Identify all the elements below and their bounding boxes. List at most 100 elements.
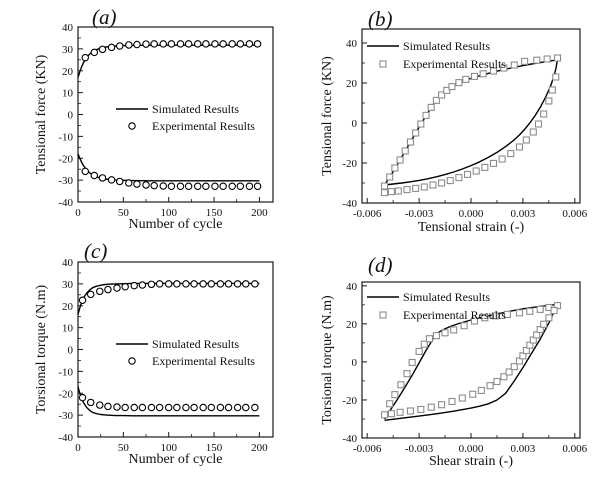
legend: Simulated Results Experimental Results xyxy=(116,337,255,368)
experimental-point-circle-marker xyxy=(236,40,245,48)
experimental-point-square-marker xyxy=(406,407,414,415)
experimental-point-square-marker xyxy=(507,150,515,158)
y-tick-label: 40 xyxy=(62,22,74,34)
y-tick-label: -10 xyxy=(58,131,73,143)
experimental-point-square-marker xyxy=(387,188,395,196)
experimental-point-circle-marker xyxy=(167,40,176,48)
experimental-point-circle-marker xyxy=(107,176,116,184)
experimental-point-circle-marker xyxy=(211,40,219,48)
panel-title: (b) xyxy=(368,7,393,31)
experimental-point-circle-marker xyxy=(130,281,138,290)
legend-label: Simulated Results xyxy=(403,290,490,304)
x-tick-label: 150 xyxy=(206,207,223,219)
experimental-point-square-marker xyxy=(427,103,435,111)
experimental-point-circle-marker xyxy=(164,403,173,412)
panel-b: -0.006 -0.003 0.000 0.003 0.006 -40 -20 0 20 40 (b… xyxy=(320,7,588,235)
experimental-point-square-marker xyxy=(379,311,387,319)
experimental-point-square-marker xyxy=(412,129,420,137)
experimental-point-circle-marker xyxy=(78,296,87,305)
experimental-point-circle-marker xyxy=(90,171,99,180)
experimental-point-square-marker xyxy=(515,143,523,151)
experimental-point-circle-marker xyxy=(182,403,190,412)
y-tick-label: -20 xyxy=(342,395,357,407)
experimental-point-square-marker xyxy=(379,60,387,68)
legend-label: Simulated Results xyxy=(152,102,239,116)
experimental-point-circle-marker xyxy=(155,280,164,288)
experimental-point-square-marker xyxy=(489,159,498,167)
legend-label: Experimental Results xyxy=(152,119,255,133)
experimental-point-circle-marker xyxy=(216,280,225,288)
panel-title: (d) xyxy=(368,253,393,277)
y-tick-label: -40 xyxy=(58,197,73,209)
experimental-point-square-marker xyxy=(448,83,456,91)
y-tick-label: -20 xyxy=(58,388,73,400)
experimental-point-square-marker xyxy=(460,322,468,330)
legend-label: Experimental Results xyxy=(403,57,506,71)
legend: Simulated Results Experimental Results xyxy=(116,102,255,133)
experimental-point-square-marker xyxy=(397,381,405,389)
experimental-point-circle-marker xyxy=(81,53,90,62)
simulated-line xyxy=(77,386,260,417)
experimental-point-square-marker xyxy=(386,173,394,181)
experimental-point-circle-marker xyxy=(159,40,168,48)
experimental-point-circle-marker xyxy=(138,403,147,412)
experimental-point-square-marker xyxy=(536,305,544,313)
experimental-point-square-marker xyxy=(403,370,411,378)
experimental-point-square-marker xyxy=(406,138,414,146)
x-axis-label: Number of cycle xyxy=(128,452,222,467)
experimental-point-square-marker xyxy=(470,317,479,325)
experimental-point-square-marker xyxy=(472,167,480,175)
experimental-point-circle-marker xyxy=(150,40,158,48)
y-tick-label: -30 xyxy=(58,410,73,422)
panel-title: (c) xyxy=(84,239,107,263)
y-tick-label: 20 xyxy=(62,301,74,313)
experimental-point-square-marker xyxy=(500,373,508,381)
x-tick-label: -0.006 xyxy=(353,208,382,220)
x-tick-label: -0.003 xyxy=(405,443,434,455)
x-tick-label: 100 xyxy=(160,207,177,219)
experimental-point-square-marker xyxy=(429,181,437,189)
experimental-point-square-marker xyxy=(510,61,518,69)
experimental-point-circle-marker xyxy=(86,398,95,407)
experimental-point-square-marker xyxy=(455,79,463,87)
y-tick-label: 10 xyxy=(62,323,74,335)
panel-c: 0 50 100 150 200 -40 -30 -20 -10 0 10 20 30 40 (c) Numb… xyxy=(34,239,274,467)
experimental-point-circle-marker xyxy=(202,40,210,48)
experimental-point-circle-marker xyxy=(199,403,207,412)
y-axis-label: Torsional torque (N.m) xyxy=(34,285,49,415)
experimental-point-circle-marker xyxy=(199,280,207,288)
experimental-point-square-marker xyxy=(380,411,389,419)
experimental-point-circle-marker xyxy=(228,182,236,191)
x-tick-label: 0.003 xyxy=(511,443,536,455)
experimental-point-square-marker xyxy=(498,155,506,163)
x-axis-label: Shear strain (-) xyxy=(429,454,513,469)
y-tick-label: 30 xyxy=(62,44,74,56)
y-tick-label: -40 xyxy=(342,198,357,210)
experimental-point-circle-marker xyxy=(233,280,242,288)
experimental-point-circle-marker xyxy=(245,40,254,48)
experimental-point-circle-marker xyxy=(211,182,219,191)
experimental-point-circle-marker xyxy=(104,285,112,294)
panel-d: -0.006 -0.003 0.000 0.003 0.006 -40 -20 0 20 40 (d… xyxy=(320,253,588,469)
experimental-point-square-marker xyxy=(422,111,430,119)
experimental-point-circle-marker xyxy=(147,280,156,289)
experimental-point-circle-marker xyxy=(245,182,254,191)
x-tick-label: 0 xyxy=(75,442,81,454)
x-axis-label: Number of cycle xyxy=(128,217,222,232)
experimental-point-circle-marker xyxy=(190,403,198,412)
experimental-point-square-marker xyxy=(450,326,458,334)
experimental-point-square-marker xyxy=(394,187,402,195)
experimental-point-square-marker xyxy=(417,405,425,414)
experimental-point-circle-marker xyxy=(98,174,107,182)
panel-a: 0 50 100 150 200 -40 -30 -20 -10 0 10 20 30 40 (a) Numb… xyxy=(34,5,274,232)
experimental-point-square-marker xyxy=(469,390,477,398)
experimental-point-square-marker xyxy=(401,147,409,155)
experimental-point-circle-marker xyxy=(242,280,250,288)
experimental-point-circle-marker xyxy=(190,280,198,288)
experimental-point-square-marker xyxy=(522,136,530,144)
experimental-point-square-marker xyxy=(526,307,534,315)
experimental-point-circle-marker xyxy=(233,403,242,412)
experimental-point-square-marker xyxy=(470,72,479,80)
simulated-line xyxy=(384,59,559,186)
